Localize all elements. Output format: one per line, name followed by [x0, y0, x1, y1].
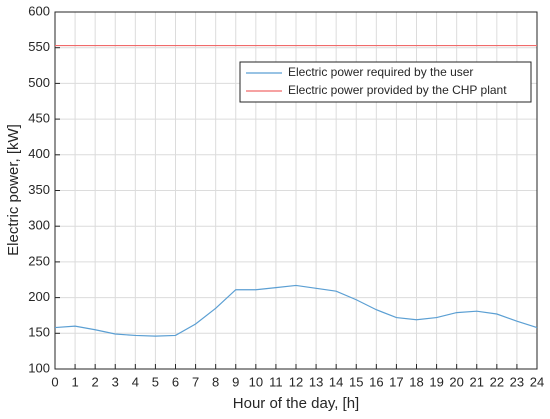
y-tick-label: 400	[28, 146, 50, 161]
x-tick-label: 4	[132, 374, 139, 389]
y-tick-label: 150	[28, 325, 50, 340]
y-tick-label: 600	[28, 3, 50, 18]
y-tick-label: 350	[28, 182, 50, 197]
x-tick-label: 14	[329, 374, 343, 389]
y-tick-label: 500	[28, 75, 50, 90]
series-line	[54, 284, 538, 337]
x-tick-label: 16	[369, 374, 383, 389]
x-tick-label: 5	[152, 374, 159, 389]
x-tick-label: 10	[249, 374, 263, 389]
x-tick-label: 0	[51, 374, 58, 389]
x-tick-label: 18	[409, 374, 423, 389]
x-axis-label: Hour of the day, [h]	[233, 395, 359, 412]
x-tick-label: 21	[470, 374, 484, 389]
y-tick-label: 550	[28, 39, 50, 54]
x-tick-label: 3	[112, 374, 119, 389]
x-tick-label: 7	[192, 374, 199, 389]
x-tick-label: 17	[389, 374, 403, 389]
y-tick-label: 250	[28, 253, 50, 268]
legend-label: Electric power required by the user	[288, 65, 473, 79]
x-tick-label: 8	[212, 374, 219, 389]
plot-frame	[54, 11, 538, 370]
y-tick-label: 450	[28, 111, 50, 126]
y-tick-label: 300	[28, 218, 50, 233]
legend-label: Electric power provided by the CHP plant	[288, 83, 507, 97]
x-tick-label: 9	[232, 374, 239, 389]
x-tick-label: 13	[309, 374, 323, 389]
x-tick-label: 19	[429, 374, 443, 389]
x-tick-label: 12	[289, 374, 303, 389]
y-tick-label: 100	[28, 360, 50, 375]
x-tick-label: 23	[510, 374, 524, 389]
x-tick-label: 15	[349, 374, 363, 389]
x-tick-label: 24	[530, 374, 544, 389]
x-tick-label: 20	[449, 374, 463, 389]
x-tick-label: 6	[172, 374, 179, 389]
y-axis-label: Electric power, [kW]	[5, 124, 22, 256]
legend-box	[239, 61, 532, 103]
x-tick-label: 2	[92, 374, 99, 389]
y-tick-label: 200	[28, 289, 50, 304]
x-tick-label: 11	[269, 374, 283, 389]
x-tick-label: 22	[490, 374, 504, 389]
x-tick-label: 1	[71, 374, 78, 389]
